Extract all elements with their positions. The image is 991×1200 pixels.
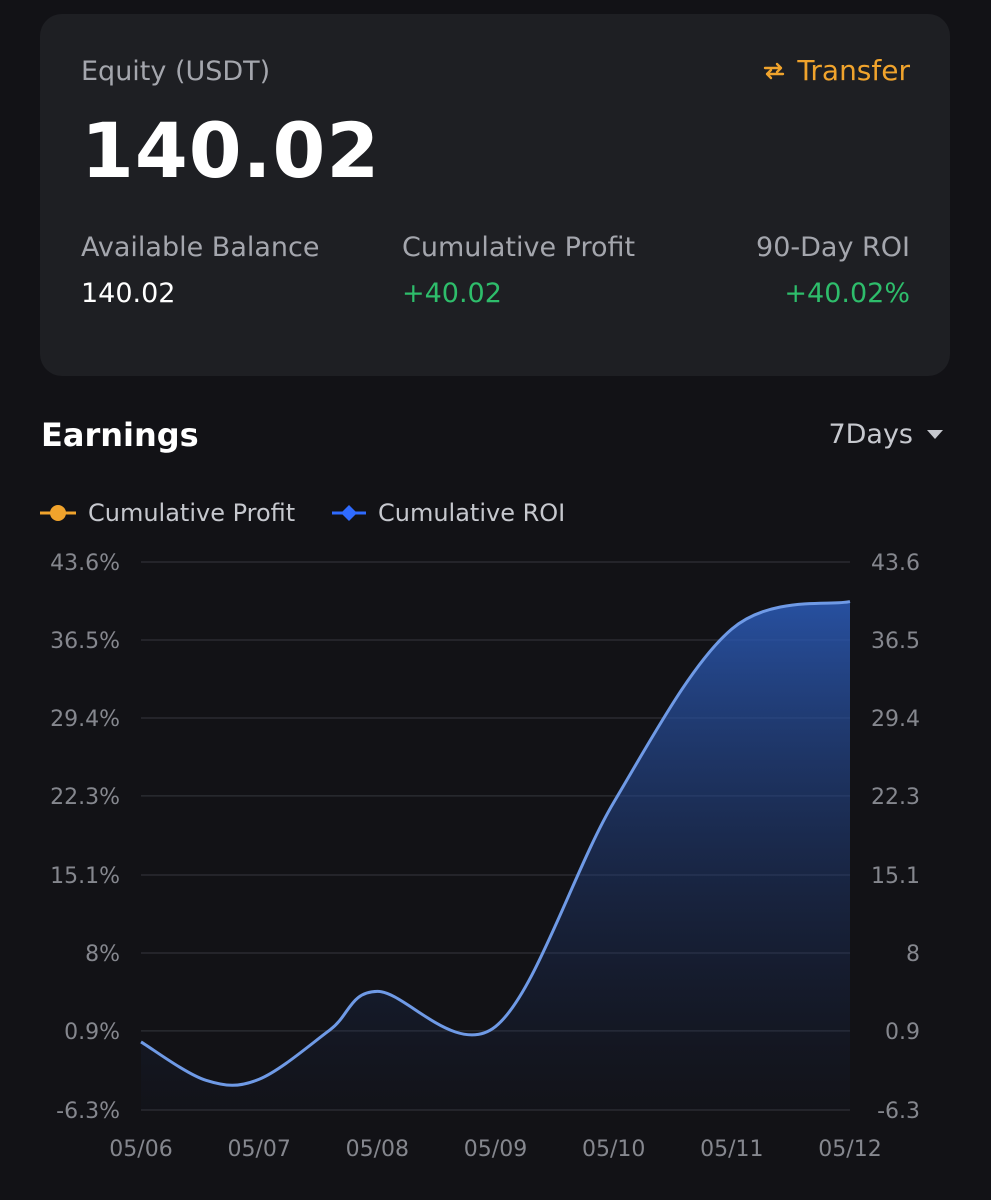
transfer-icon bbox=[764, 62, 785, 79]
range-select-label: 7Days bbox=[828, 419, 913, 450]
x-tick: 05/08 bbox=[346, 1137, 409, 1162]
x-tick: 05/07 bbox=[227, 1137, 290, 1162]
legend-item-profit[interactable]: Cumulative Profit bbox=[40, 499, 295, 527]
y-tick-left: 43.6% bbox=[50, 551, 120, 576]
x-tick: 05/12 bbox=[818, 1137, 881, 1162]
legend-label-roi: Cumulative ROI bbox=[378, 499, 566, 527]
roi-area bbox=[141, 601, 850, 1110]
y-tick-right: 36.5 bbox=[871, 629, 920, 654]
y-tick-right: 8 bbox=[906, 942, 920, 967]
y-tick-left: 29.4% bbox=[50, 707, 120, 732]
y-tick-left: 15.1% bbox=[50, 864, 120, 889]
x-tick: 05/06 bbox=[109, 1137, 172, 1162]
x-axis: 05/06 05/07 05/08 05/09 05/10 05/11 05/12 bbox=[109, 1137, 881, 1162]
transfer-label: Transfer bbox=[797, 54, 910, 87]
y-tick-left: 36.5% bbox=[50, 629, 120, 654]
equity-label: Equity (USDT) bbox=[81, 56, 271, 87]
y-tick-left: 0.9% bbox=[64, 1020, 120, 1045]
earnings-title: Earnings bbox=[41, 416, 199, 454]
cumulative-profit-label: Cumulative Profit bbox=[402, 232, 636, 263]
roi-label: 90-Day ROI bbox=[756, 232, 910, 263]
y-axis-left: 43.6% 36.5% 29.4% 22.3% 15.1% 8% 0.9% -6.3% bbox=[50, 551, 120, 1124]
range-select[interactable]: 7Days bbox=[828, 419, 943, 450]
y-tick-left: -6.3% bbox=[56, 1099, 120, 1124]
equity-value: 140.02 bbox=[81, 106, 381, 195]
cumulative-profit-value: +40.02 bbox=[402, 278, 502, 309]
equity-card: Equity (USDT) Transfer 140.02 Available … bbox=[40, 14, 950, 376]
legend-label-profit: Cumulative Profit bbox=[88, 499, 296, 527]
available-balance-value: 140.02 bbox=[81, 278, 176, 309]
roi-value: +40.02% bbox=[784, 278, 910, 309]
circle-marker-icon bbox=[40, 505, 76, 521]
y-tick-right: 15.1 bbox=[871, 864, 920, 889]
y-axis-right: 43.6 36.5 29.4 22.3 15.1 8 0.9 -6.3 bbox=[871, 551, 920, 1124]
y-tick-right: 43.6 bbox=[871, 551, 920, 576]
x-tick: 05/11 bbox=[700, 1137, 763, 1162]
roi-series-line bbox=[140, 600, 851, 1087]
y-tick-right: 0.9 bbox=[885, 1020, 920, 1045]
x-tick: 05/10 bbox=[582, 1137, 645, 1162]
roi-line bbox=[140, 600, 851, 1087]
legend-item-roi[interactable]: Cumulative ROI bbox=[332, 499, 565, 527]
diamond-marker-icon bbox=[332, 505, 366, 521]
x-tick: 05/09 bbox=[464, 1137, 527, 1162]
y-tick-left: 8% bbox=[85, 942, 120, 967]
earnings-chart[interactable]: 43.6% 36.5% 29.4% 22.3% 15.1% 8% 0.9% -6.3% 43.… bbox=[0, 540, 991, 1180]
y-tick-right: -6.3 bbox=[877, 1099, 920, 1124]
roi-area-fill bbox=[141, 601, 850, 1110]
y-tick-right: 22.3 bbox=[871, 785, 920, 810]
y-tick-right: 29.4 bbox=[871, 707, 920, 732]
transfer-button[interactable]: Transfer bbox=[761, 54, 910, 87]
y-tick-left: 22.3% bbox=[50, 785, 120, 810]
caret-down-icon bbox=[927, 430, 943, 439]
available-balance-label: Available Balance bbox=[81, 232, 320, 263]
